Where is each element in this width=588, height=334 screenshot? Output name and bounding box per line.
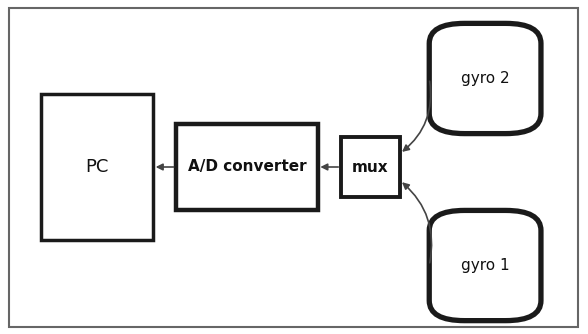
Text: gyro 2: gyro 2 [461, 71, 509, 86]
FancyBboxPatch shape [429, 23, 541, 134]
Bar [341, 137, 400, 197]
Text: A/D converter: A/D converter [188, 160, 306, 174]
Text: PC: PC [85, 158, 109, 176]
Text: mux: mux [352, 160, 389, 174]
Text: gyro 1: gyro 1 [461, 258, 509, 273]
Bar [176, 124, 318, 210]
Bar [41, 94, 153, 240]
FancyBboxPatch shape [429, 210, 541, 321]
